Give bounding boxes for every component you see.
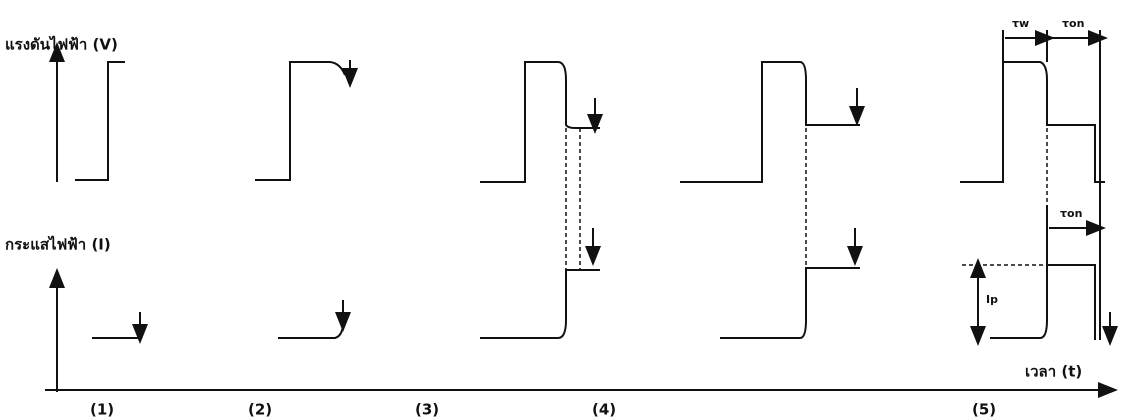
waveforms [75, 30, 1110, 340]
stage-label: (5) [972, 401, 996, 418]
waveform-diagram: แรงดันไฟฟ้า (V) กระแสไฟฟ้า (I) เวลา (t) … [0, 0, 1122, 418]
stage-label: (3) [415, 401, 439, 418]
tau-on-label: τon [1062, 17, 1084, 30]
peak-current-label: Ip [986, 293, 998, 306]
time-label: เวลา (t) [1025, 363, 1082, 381]
stage-label: (4) [592, 401, 616, 418]
tau-w-label: τw [1012, 17, 1029, 30]
current-label: กระแสไฟฟ้า (I) [5, 235, 111, 254]
stage-label: (1) [90, 401, 114, 418]
stage-label: (2) [248, 401, 272, 418]
voltage-label: แรงดันไฟฟ้า (V) [5, 35, 118, 54]
tau-on-label: τon [1060, 207, 1082, 220]
